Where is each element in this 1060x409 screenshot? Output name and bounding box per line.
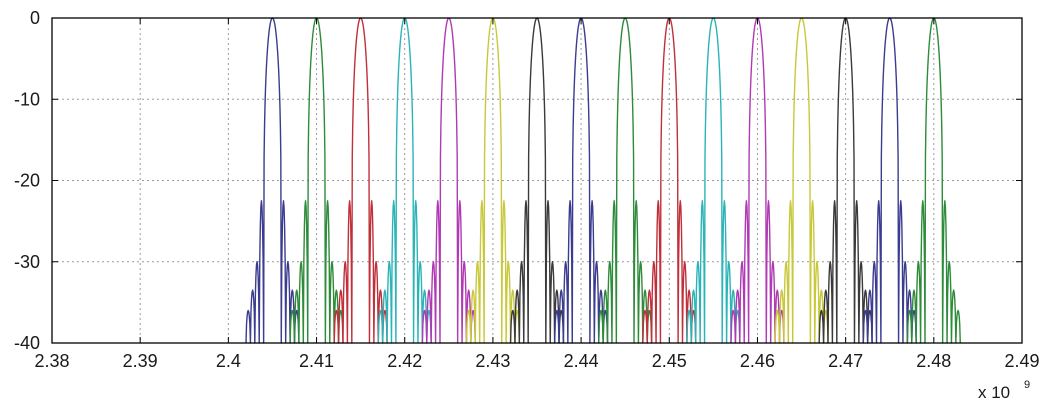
y-tick-label: -30 (14, 252, 40, 272)
y-tick-label: 0 (30, 8, 40, 28)
grid-lines (52, 18, 1022, 343)
x-tick-label: 2.4 (216, 351, 241, 371)
x-tick-label: 2.39 (123, 351, 158, 371)
x-tick-label: 2.47 (828, 351, 863, 371)
x-tick-label: 2.42 (387, 351, 422, 371)
y-tick-label: -20 (14, 171, 40, 191)
y-tick-labels: 0 -10 -20 -30 -40 (14, 8, 40, 353)
x-tick-label: 2.44 (564, 351, 599, 371)
x-exponent-power: 9 (1024, 379, 1030, 391)
x-tick-label: 2.45 (652, 351, 687, 371)
x-tick-label: 2.46 (740, 351, 775, 371)
x-tick-labels: 2.38 2.39 2.4 2.41 2.42 2.43 2.44 2.45 2.46 2.47 2… (34, 351, 1039, 371)
x-tick-label: 2.38 (34, 351, 69, 371)
y-tick-label: -10 (14, 89, 40, 109)
ticks (51, 17, 1023, 344)
y-tick-label: -40 (14, 333, 40, 353)
x-tick-label: 2.43 (475, 351, 510, 371)
x-exponent-label: x 10 (978, 383, 1010, 402)
x-tick-label: 2.41 (299, 351, 334, 371)
x-tick-label: 2.49 (1004, 351, 1039, 371)
x-tick-label: 2.48 (916, 351, 951, 371)
